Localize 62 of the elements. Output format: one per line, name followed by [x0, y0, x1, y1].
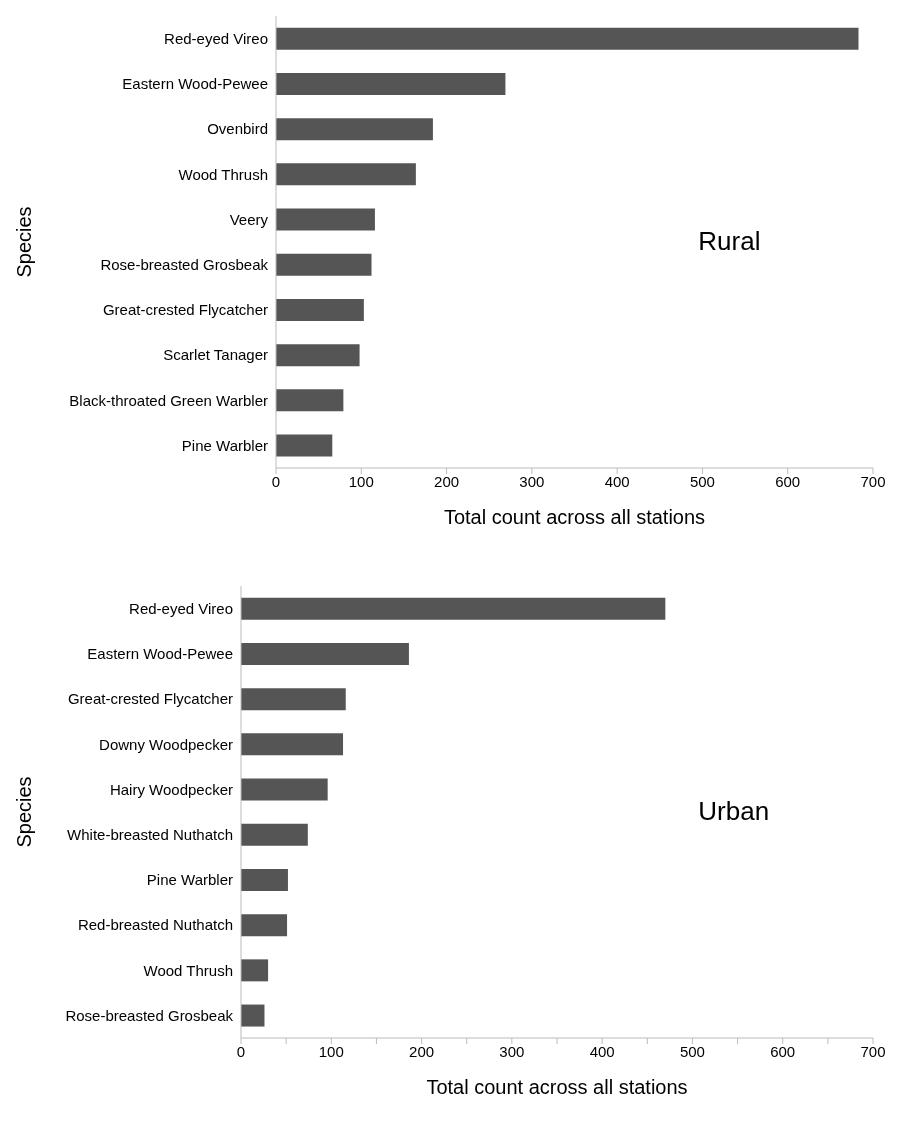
- x-tick-label: 600: [770, 1042, 796, 1060]
- x-tick-label: 200: [434, 472, 460, 490]
- y-tick-label: Eastern Wood-Pewee: [122, 75, 268, 93]
- bar: [276, 27, 859, 50]
- bar: [276, 208, 375, 231]
- x-axis-title: Total count across all stations: [443, 506, 706, 528]
- y-tick-label: Red-eyed Vireo: [164, 29, 268, 47]
- y-tick-label: Scarlet Tanager: [163, 346, 268, 364]
- bar: [276, 72, 506, 95]
- y-tick-label: Great-crested Flycatcher: [67, 690, 233, 708]
- y-tick-label: White-breasted Nuthatch: [67, 825, 233, 843]
- x-tick-label: 700: [860, 1042, 886, 1060]
- y-tick-label: Red-eyed Vireo: [129, 599, 233, 617]
- y-axis-title: Species: [13, 776, 36, 848]
- x-tick-label: 600: [775, 472, 801, 490]
- bar: [241, 778, 328, 801]
- x-tick-label: 300: [519, 472, 545, 490]
- y-tick-label: Eastern Wood-Pewee: [87, 645, 233, 663]
- y-tick-label: Pine Warbler: [146, 871, 233, 889]
- x-axis-title: Total count across all stations: [426, 1076, 688, 1098]
- x-tick-label: 100: [318, 1042, 344, 1060]
- y-tick-label: Ovenbird: [207, 120, 268, 138]
- bar: [276, 389, 344, 412]
- bar: [241, 597, 666, 620]
- y-tick-label: Rose-breasted Grosbeak: [100, 255, 269, 273]
- y-tick-label: Red-breasted Nuthatch: [77, 916, 233, 934]
- bar: [276, 344, 360, 367]
- x-tick-label: 400: [589, 1042, 615, 1060]
- x-tick-label: 700: [860, 472, 886, 490]
- bar: [241, 959, 269, 982]
- bar: [241, 823, 308, 846]
- y-tick-label: Rose-breasted Grosbeak: [65, 1006, 234, 1024]
- x-tick-label: 500: [689, 472, 715, 490]
- bar: [241, 642, 409, 665]
- bar: [241, 688, 346, 711]
- x-tick-label: 200: [409, 1042, 435, 1060]
- bar: [276, 253, 372, 276]
- y-tick-label: Veery: [229, 210, 269, 228]
- x-tick-label: 0: [236, 1042, 246, 1060]
- x-tick-label: 500: [679, 1042, 705, 1060]
- bar: [276, 118, 433, 141]
- bar: [276, 163, 416, 186]
- bar: [241, 914, 288, 937]
- y-tick-label: Hairy Woodpecker: [109, 780, 233, 798]
- y-tick-label: Wood Thrush: [143, 961, 233, 979]
- bar: [241, 1004, 265, 1027]
- y-tick-label: Downy Woodpecker: [99, 735, 233, 753]
- bar: [241, 868, 288, 891]
- y-tick-label: Pine Warbler: [181, 436, 268, 454]
- bar: [276, 298, 364, 321]
- bar: [276, 434, 333, 457]
- x-tick-label: 300: [499, 1042, 525, 1060]
- y-tick-label: Black-throated Green Warbler: [69, 391, 268, 409]
- y-tick-label: Great-crested Flycatcher: [102, 301, 268, 319]
- x-tick-label: 0: [271, 472, 281, 490]
- annotation: Urban: [698, 796, 770, 828]
- x-tick-label: 100: [348, 472, 374, 490]
- annotation: Rural: [698, 226, 761, 258]
- y-axis-title: Species: [13, 206, 36, 278]
- x-tick-label: 400: [604, 472, 630, 490]
- y-tick-label: Wood Thrush: [178, 165, 268, 183]
- bar: [241, 733, 344, 756]
